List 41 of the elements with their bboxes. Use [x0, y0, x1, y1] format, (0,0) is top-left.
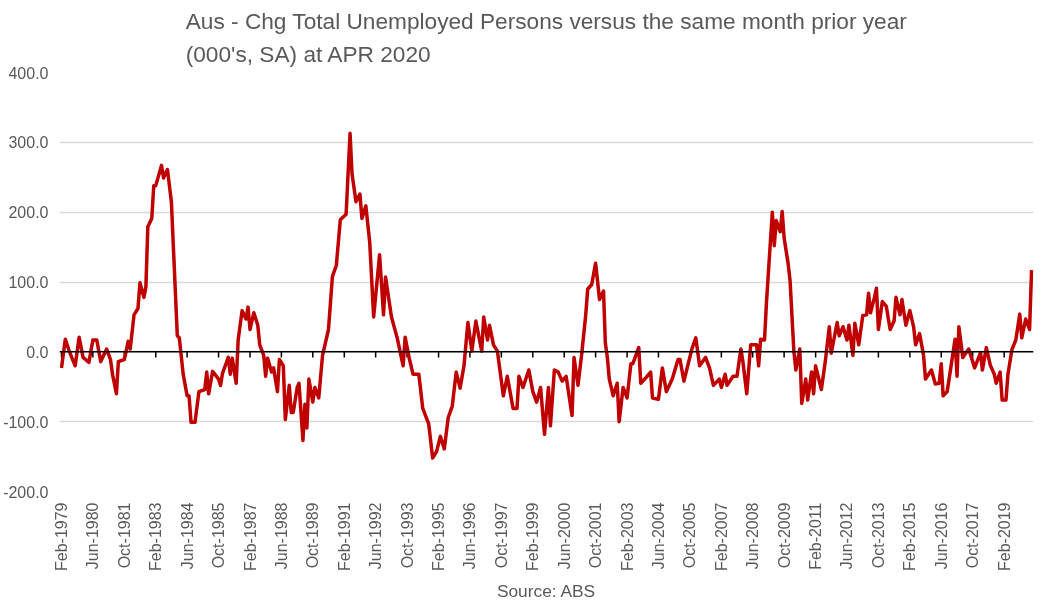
x-tick-label: Feb-1999: [524, 502, 542, 571]
x-tick-label: Jun-2016: [932, 502, 950, 570]
x-tick-label: Jun-1980: [84, 502, 102, 570]
y-tick-label: 0.0: [26, 343, 49, 361]
x-tick-label: Oct-2009: [775, 502, 793, 569]
x-tick-label: Oct-2005: [681, 502, 699, 569]
x-tick-label: Jun-2012: [838, 502, 856, 570]
chart-title: Aus - Chg Total Unemployed Persons versus the same month prior year (000's, SA) at APR 2020: [185, 7, 908, 68]
source-note: Source: ABS: [496, 580, 596, 601]
y-tick-label: 100.0: [8, 274, 49, 291]
x-tick-label: Oct-2017: [964, 502, 982, 569]
x-tick-label: Oct-1985: [210, 502, 228, 569]
x-tick-label: Jun-2008: [744, 502, 762, 570]
x-tick-label: Feb-2003: [618, 502, 636, 571]
x-tick-label: Feb-1979: [53, 502, 70, 571]
y-tick-label: 400.0: [8, 64, 49, 82]
x-tick-label: Feb-2011: [807, 502, 825, 570]
x-tick-label: Oct-1989: [304, 502, 322, 569]
x-tick-label: Feb-2019: [995, 502, 1013, 571]
x-tick-label: Jun-2000: [555, 502, 573, 570]
y-tick-label: 300.0: [8, 134, 49, 152]
x-tick-label: Feb-1991: [335, 502, 353, 571]
x-tick-label: Jun-2004: [649, 502, 667, 570]
x-tick-label: Feb-1995: [430, 502, 448, 571]
x-tick-label: Oct-1997: [492, 502, 510, 569]
x-tick-label: Jun-1996: [461, 502, 479, 570]
x-tick-label: Oct-1993: [398, 502, 416, 569]
x-tick-label: Feb-2015: [901, 502, 919, 571]
x-tick-label: Jun-1988: [272, 502, 290, 570]
x-tick-label: Oct-2001: [587, 502, 605, 569]
y-tick-label: -200.0: [3, 483, 49, 501]
line-series: [59, 131, 1034, 460]
x-tick-label: Jun-1992: [367, 502, 385, 570]
x-tick-label: Oct-2013: [869, 502, 887, 569]
y-tick-label: 200.0: [8, 204, 49, 222]
y-tick-label: -100.0: [3, 413, 49, 431]
x-tick-label: Oct-1981: [115, 502, 133, 569]
x-tick-label: Feb-1987: [241, 502, 259, 571]
x-tick-label: Feb-1983: [147, 502, 165, 571]
x-tick-label: Jun-1984: [178, 502, 196, 570]
x-tick-label: Feb-2007: [712, 502, 730, 571]
